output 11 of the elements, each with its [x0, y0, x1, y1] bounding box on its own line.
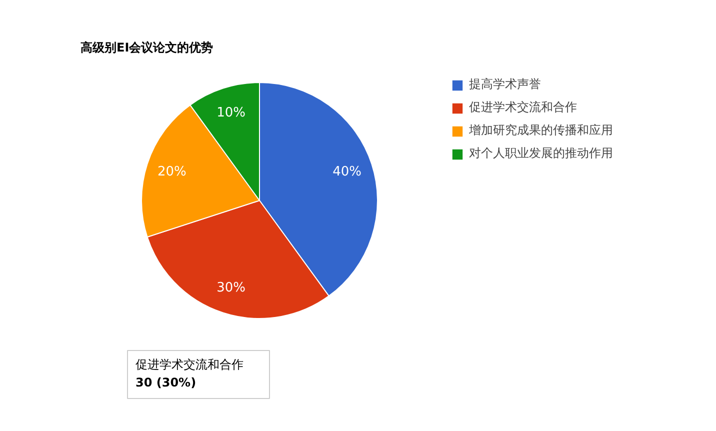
legend-label: 增加研究成果的传播和应用 [469, 122, 613, 139]
legend-label: 对个人职业发展的推动作用 [469, 145, 613, 162]
data-label: 20% [158, 164, 186, 180]
data-label: 10% [216, 105, 246, 120]
text: 30 (30%) [136, 376, 196, 390]
data-label: 30% [216, 280, 246, 296]
text: 促进学术交流和合作 [136, 358, 244, 372]
chart-title: 高级别EI会议论文的优势 [80, 40, 214, 54]
data-label: 40% [332, 164, 362, 180]
legend-label: 促进学术交流和合作 [469, 99, 577, 116]
legend-label: 提高学术声誉 [469, 76, 541, 93]
